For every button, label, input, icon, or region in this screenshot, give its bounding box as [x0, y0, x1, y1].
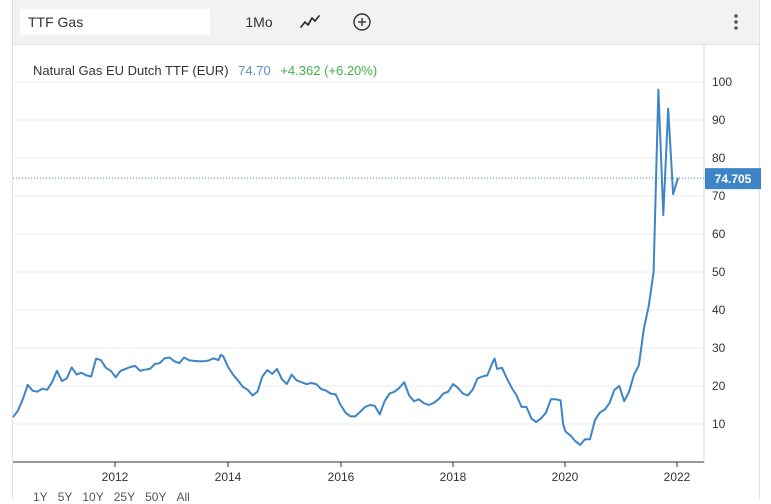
y-tick-label: 90: [712, 113, 726, 127]
grid: [13, 45, 705, 463]
range-buttons: 1Y 5Y 10Y 25Y 50Y All: [33, 490, 200, 504]
symbol-input[interactable]: [20, 9, 210, 35]
y-tick-label: 30: [712, 341, 726, 355]
y-tick-label: 70: [712, 189, 726, 203]
last-price-label: 74.705: [715, 172, 752, 186]
y-axis: 10 20 30 40 50 60 70 80 90 100: [712, 75, 732, 431]
range-button-25y[interactable]: 25Y: [113, 490, 136, 504]
last-price-badge: 74.705: [705, 168, 761, 190]
y-tick-label: 20: [712, 379, 726, 393]
x-tick-label: 2014: [215, 470, 242, 484]
x-tick-label: 2022: [664, 470, 691, 484]
range-button-5y[interactable]: 5Y: [57, 490, 73, 504]
range-button-50y[interactable]: 50Y: [145, 490, 167, 504]
period-button[interactable]: 1Mo: [245, 14, 273, 30]
y-tick-label: 40: [712, 303, 726, 317]
chart-legend: Natural Gas EU Dutch TTF (EUR) 74.70 +4.…: [33, 63, 377, 78]
x-axis: 2012 2014 2016 2018 2020 2022: [102, 462, 691, 484]
range-button-1y[interactable]: 1Y: [33, 490, 48, 504]
range-button-10y[interactable]: 10Y: [82, 490, 104, 504]
plus-circle-icon: [353, 13, 371, 31]
chart-frame: [12, 0, 760, 500]
legend-change: +4.362 (+6.20%): [280, 63, 378, 78]
y-tick-label: 100: [712, 75, 732, 89]
y-tick-label: 60: [712, 227, 726, 241]
x-tick-label: 2020: [552, 470, 579, 484]
legend-series-name: Natural Gas EU Dutch TTF (EUR): [33, 63, 229, 78]
y-tick-label: 50: [712, 265, 726, 279]
range-button-all[interactable]: All: [176, 490, 190, 504]
more-options-button[interactable]: [725, 9, 747, 35]
vertical-dots-icon: [734, 14, 738, 30]
last-price-badge-bg: [705, 168, 761, 190]
legend-value: 74.70: [238, 63, 271, 78]
x-tick-label: 2018: [440, 470, 467, 484]
x-tick-label: 2012: [102, 470, 129, 484]
compare-button[interactable]: [349, 9, 375, 35]
chart-style-button[interactable]: [297, 9, 323, 35]
chart-toolbar: 1Mo: [13, 0, 759, 45]
x-tick-label: 2016: [328, 470, 355, 484]
y-tick-label: 10: [712, 417, 726, 431]
series-line: [12, 88, 679, 446]
line-chart-icon: [300, 15, 320, 28]
y-tick-label: 80: [712, 151, 726, 165]
